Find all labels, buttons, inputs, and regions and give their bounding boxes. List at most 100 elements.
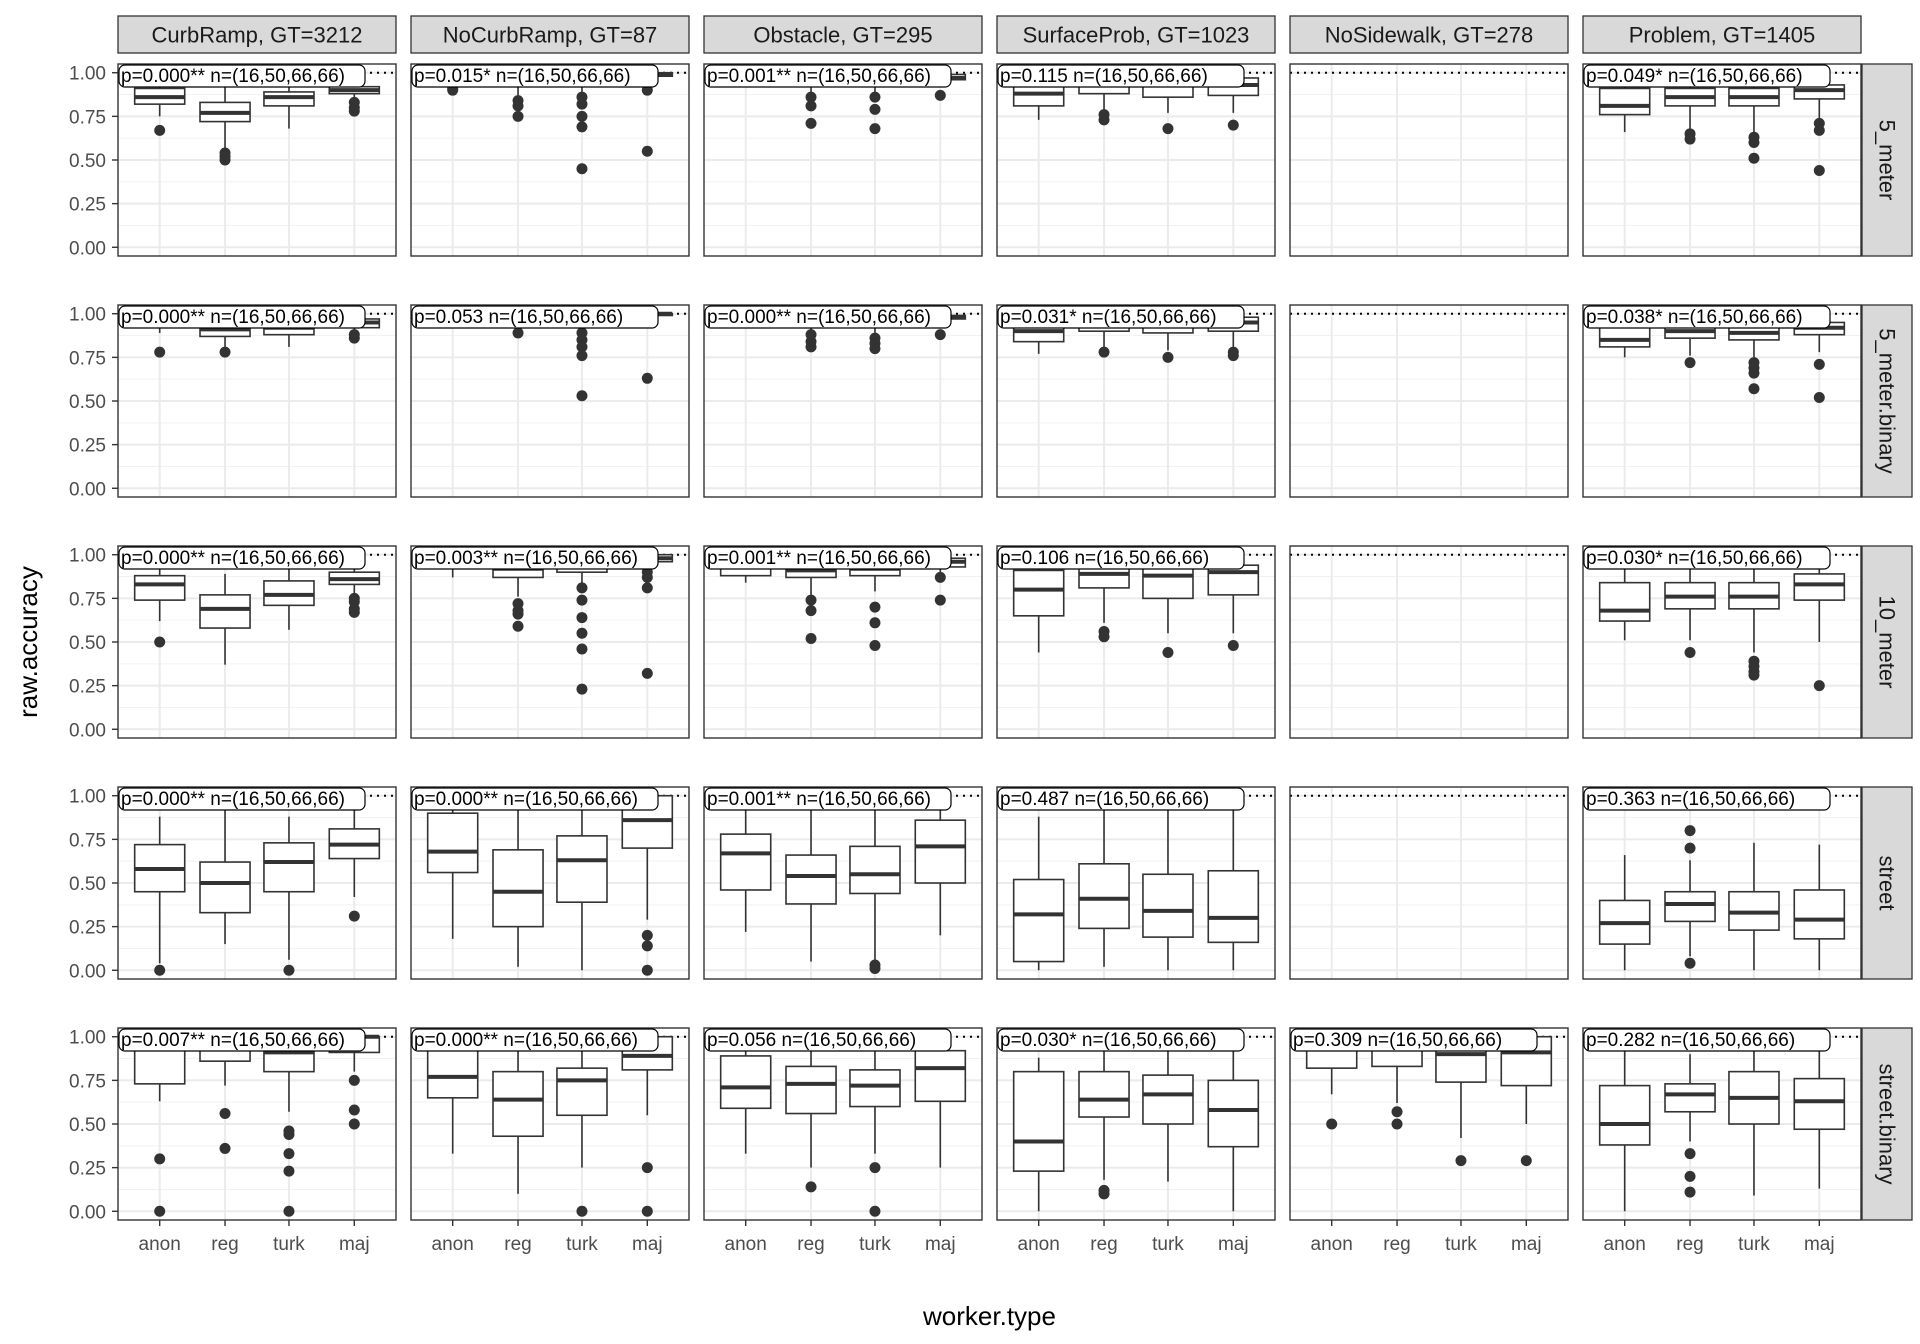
outlier-point <box>805 605 817 617</box>
outlier-point <box>283 1165 295 1177</box>
outlier-point <box>576 341 588 353</box>
panel-border <box>703 304 983 498</box>
outlier-point <box>1684 825 1696 837</box>
outlier-point <box>869 617 881 629</box>
panel-border <box>1582 786 1862 980</box>
outlier-point <box>1813 164 1825 176</box>
outlier-point <box>576 350 588 362</box>
outlier-point <box>1748 137 1760 149</box>
outlier-point <box>1227 350 1239 362</box>
box <box>492 849 544 928</box>
annotation-label: p=0.001** n=(16,50,66,66) <box>707 66 931 87</box>
x-tick-label: turk <box>1738 1234 1770 1255</box>
x-tick-label: reg <box>1676 1234 1703 1255</box>
box <box>1664 890 1716 923</box>
box <box>133 574 186 601</box>
box <box>1793 1077 1846 1131</box>
outlier-point <box>154 964 166 976</box>
x-axis-title: worker.type <box>922 1301 1056 1331</box>
outlier-point <box>576 121 588 133</box>
outlier-point <box>1684 842 1696 854</box>
annotation-label-box <box>997 787 1245 811</box>
outlier-point <box>1162 123 1174 135</box>
outlier-point <box>1684 1186 1696 1198</box>
y-tick-label: 0.50 <box>69 633 106 654</box>
annotation-label: p=0.115 n=(16,50,66,66) <box>1000 66 1208 87</box>
y-tick-label: 1.00 <box>69 787 106 808</box>
outlier-point <box>219 346 231 358</box>
outlier-point <box>869 601 881 613</box>
row-strip-label: 5_meter <box>1875 120 1900 201</box>
outlier-point <box>869 1162 881 1174</box>
panel-border <box>1582 304 1862 498</box>
annotation-label-box <box>704 546 952 570</box>
outlier-point <box>348 1118 360 1130</box>
outlier-point <box>805 594 817 606</box>
annotation-label: p=0.056 n=(16,50,66,66) <box>707 1030 916 1051</box>
outlier-point <box>512 110 524 122</box>
outlier-point <box>934 89 946 101</box>
panel-border <box>996 545 1276 739</box>
x-tick-label: reg <box>797 1234 824 1255</box>
outlier-point <box>283 1128 295 1140</box>
outlier-point <box>219 1108 231 1120</box>
row-strip <box>1861 545 1913 739</box>
annotation-label-box <box>997 1028 1245 1052</box>
x-tick-label: anon <box>1018 1234 1060 1255</box>
outlier-point <box>805 100 817 112</box>
annotation-label-box <box>704 1028 952 1052</box>
box <box>719 1055 772 1110</box>
column-strip-label: SurfaceProb, GT=1023 <box>1023 23 1250 48</box>
outlier-point <box>348 1104 360 1116</box>
outlier-point <box>641 571 653 583</box>
outlier-point <box>348 332 360 344</box>
x-tick-label: turk <box>273 1234 305 1255</box>
annotation-label-box <box>704 787 952 811</box>
annotation-label: p=0.487 n=(16,50,66,66) <box>1000 789 1209 810</box>
annotation-label: p=0.031* n=(16,50,66,66) <box>1000 307 1217 328</box>
outlier-point <box>154 1205 166 1217</box>
annotation-label-box <box>411 64 659 88</box>
outlier-point <box>641 929 653 941</box>
x-tick-label: reg <box>1090 1234 1117 1255</box>
outlier-point <box>1098 114 1110 126</box>
annotation-label: p=0.030* n=(16,50,66,66) <box>1000 1030 1217 1051</box>
outlier-point <box>641 1162 653 1174</box>
x-tick-label: maj <box>1804 1234 1835 1255</box>
outlier-point <box>576 582 588 594</box>
annotation-label-box <box>411 787 659 811</box>
annotation-label-box <box>118 64 366 88</box>
outlier-point <box>576 627 588 639</box>
annotation-label: p=0.000** n=(16,50,66,66) <box>121 307 345 328</box>
outlier-point <box>1748 367 1760 379</box>
outlier-point <box>576 110 588 122</box>
outlier-point <box>1813 392 1825 404</box>
box <box>1078 1070 1130 1118</box>
annotation-label-box <box>704 64 952 88</box>
outlier-point <box>154 124 166 136</box>
annotation-label: p=0.000** n=(16,50,66,66) <box>121 548 345 569</box>
y-tick-label: 0.75 <box>69 1071 106 1092</box>
outlier-point <box>348 606 360 618</box>
outlier-point <box>641 1205 653 1217</box>
outlier-point <box>641 964 653 976</box>
x-tick-label: anon <box>139 1234 181 1255</box>
outlier-point <box>1684 1170 1696 1182</box>
outlier-point <box>869 963 881 975</box>
outlier-point <box>869 123 881 135</box>
x-tick-label: reg <box>1383 1234 1410 1255</box>
outlier-point <box>283 1205 295 1217</box>
y-tick-label: 1.00 <box>69 305 106 326</box>
x-tick-label: turk <box>1445 1234 1477 1255</box>
outlier-point <box>576 643 588 655</box>
box <box>556 835 608 904</box>
row-strip-label: 5_meter.binary <box>1875 328 1900 474</box>
annotation-label: p=0.000** n=(16,50,66,66) <box>414 1030 638 1051</box>
panel-border <box>410 1027 690 1221</box>
box <box>1793 889 1846 940</box>
panel-border <box>703 1027 983 1221</box>
y-tick-label: 0.75 <box>69 830 106 851</box>
outlier-point <box>1684 357 1696 369</box>
column-strip-label: CurbRamp, GT=3212 <box>152 23 363 48</box>
x-tick-label: reg <box>211 1234 238 1255</box>
